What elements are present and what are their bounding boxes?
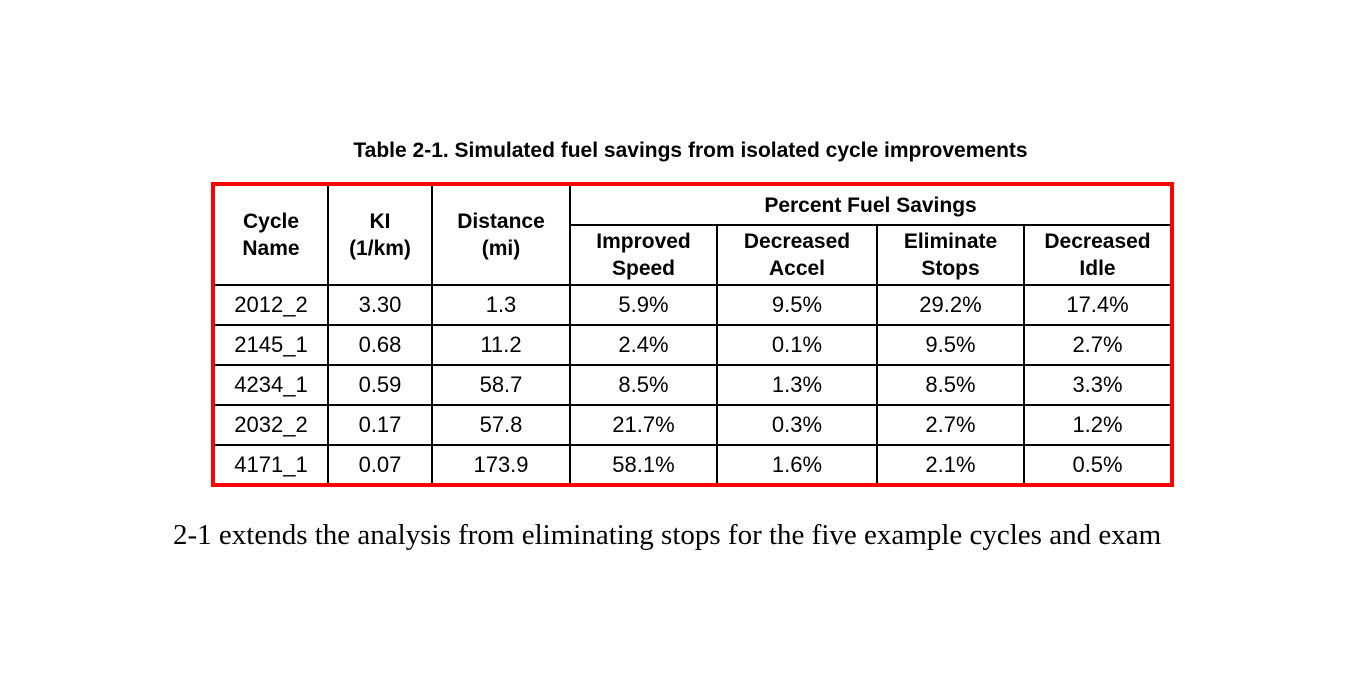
table-cell: 173.9 bbox=[431, 444, 571, 486]
table-cell: 1.3% bbox=[716, 364, 878, 406]
table-cell: 58.1% bbox=[569, 444, 718, 486]
table-row: 2145_1 0.68 11.2 2.4% 0.1% 9.5% 2.7% bbox=[212, 324, 1174, 366]
table-cell: 2.7% bbox=[1022, 324, 1174, 366]
table-cell: 2145_1 bbox=[212, 324, 329, 366]
table-cell: 1.3 bbox=[431, 284, 571, 326]
table-cell: 0.68 bbox=[327, 324, 433, 366]
table-row: 2012_2 3.30 1.3 5.9% 9.5% 29.2% 17.4% bbox=[212, 284, 1174, 326]
header-row-group: Cycle Name KI (1/km) Distance (mi) Perce… bbox=[212, 183, 1174, 286]
table-cell: 2.4% bbox=[569, 324, 718, 366]
col-header-decreased-idle: Decreased Idle bbox=[1022, 224, 1174, 286]
table-cell: 58.7 bbox=[431, 364, 571, 406]
table-cell: 0.5% bbox=[1022, 444, 1174, 486]
table-cell: 5.9% bbox=[569, 284, 718, 326]
table-cell: 2012_2 bbox=[212, 284, 329, 326]
col-header-ki: KI (1/km) bbox=[327, 183, 433, 286]
col-group-percent-fuel-savings: Percent Fuel Savings bbox=[568, 183, 1174, 226]
table-body: 2012_2 3.30 1.3 5.9% 9.5% 29.2% 17.4% 2145_1 0.6… bbox=[212, 284, 1174, 486]
table-caption: Table 2-1. Simulated fuel savings from i… bbox=[353, 139, 1028, 162]
table-row: 4234_1 0.59 58.7 8.5% 1.3% 8.5% 3.3% bbox=[212, 364, 1174, 406]
fuel-savings-table: Cycle Name KI (1/km) Distance (mi) Perce… bbox=[211, 182, 1175, 487]
table-cell: 8.5% bbox=[876, 364, 1025, 406]
col-header-eliminate-stops: Eliminate Stops bbox=[876, 224, 1025, 286]
col-header-decreased-accel: Decreased Accel bbox=[716, 224, 878, 286]
table-cell: 1.6% bbox=[716, 444, 878, 486]
body-paragraph: 2-1 extends the analysis from eliminatin… bbox=[173, 519, 1162, 551]
col-header-cycle-name: Cycle Name bbox=[212, 183, 329, 286]
table-cell: 57.8 bbox=[431, 404, 571, 446]
table-cell: 3.30 bbox=[327, 284, 433, 326]
table-cell: 8.5% bbox=[569, 364, 718, 406]
header-row-sub: Improved Speed Decreased Accel Eliminate… bbox=[213, 224, 1174, 286]
table-cell: 3.3% bbox=[1022, 364, 1174, 406]
table-cell: 1.2% bbox=[1022, 404, 1174, 446]
table-cell: 0.07 bbox=[327, 444, 433, 486]
table-cell: 29.2% bbox=[876, 284, 1025, 326]
table-cell: 2.1% bbox=[876, 444, 1025, 486]
table-cell: 0.59 bbox=[327, 364, 433, 406]
table-cell: 4171_1 bbox=[212, 444, 329, 486]
table-cell: 9.5% bbox=[876, 324, 1025, 366]
table-header: Cycle Name KI (1/km) Distance (mi) Perce… bbox=[212, 183, 1174, 286]
table-cell: 9.5% bbox=[716, 284, 878, 326]
table-cell: 21.7% bbox=[569, 404, 718, 446]
table-cell: 0.17 bbox=[327, 404, 433, 446]
table-cell: 2.7% bbox=[876, 404, 1025, 446]
col-header-distance: Distance (mi) bbox=[431, 183, 571, 286]
table-row: 2032_2 0.17 57.8 21.7% 0.3% 2.7% 1.2% bbox=[212, 404, 1174, 446]
table-cell: 17.4% bbox=[1022, 284, 1174, 326]
table-cell: 2032_2 bbox=[212, 404, 329, 446]
table-cell: 0.1% bbox=[716, 324, 878, 366]
table-cell: 0.3% bbox=[716, 404, 878, 446]
table-row: 4171_1 0.07 173.9 58.1% 1.6% 2.1% 0.5% bbox=[212, 444, 1174, 486]
table-cell: 4234_1 bbox=[212, 364, 329, 406]
table-cell: 11.2 bbox=[431, 324, 571, 366]
col-header-improved-speed: Improved Speed bbox=[569, 224, 718, 286]
